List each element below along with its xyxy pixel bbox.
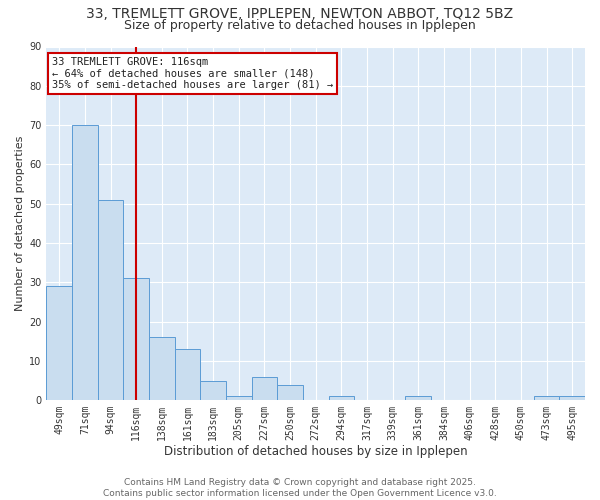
Bar xyxy=(46,286,72,400)
Text: 33, TREMLETT GROVE, IPPLEPEN, NEWTON ABBOT, TQ12 5BZ: 33, TREMLETT GROVE, IPPLEPEN, NEWTON ABB… xyxy=(86,8,514,22)
Bar xyxy=(226,396,251,400)
Bar xyxy=(559,396,585,400)
Bar xyxy=(406,396,431,400)
Bar xyxy=(72,125,98,400)
Bar xyxy=(277,384,303,400)
Bar xyxy=(149,338,175,400)
Bar xyxy=(251,376,277,400)
Text: Size of property relative to detached houses in Ipplepen: Size of property relative to detached ho… xyxy=(124,19,476,32)
Bar xyxy=(124,278,149,400)
Bar xyxy=(329,396,354,400)
X-axis label: Distribution of detached houses by size in Ipplepen: Distribution of detached houses by size … xyxy=(164,444,467,458)
Bar xyxy=(534,396,559,400)
Bar xyxy=(200,380,226,400)
Text: Contains HM Land Registry data © Crown copyright and database right 2025.
Contai: Contains HM Land Registry data © Crown c… xyxy=(103,478,497,498)
Y-axis label: Number of detached properties: Number of detached properties xyxy=(15,136,25,311)
Bar xyxy=(98,200,124,400)
Bar xyxy=(175,349,200,400)
Text: 33 TREMLETT GROVE: 116sqm
← 64% of detached houses are smaller (148)
35% of semi: 33 TREMLETT GROVE: 116sqm ← 64% of detac… xyxy=(52,57,333,90)
